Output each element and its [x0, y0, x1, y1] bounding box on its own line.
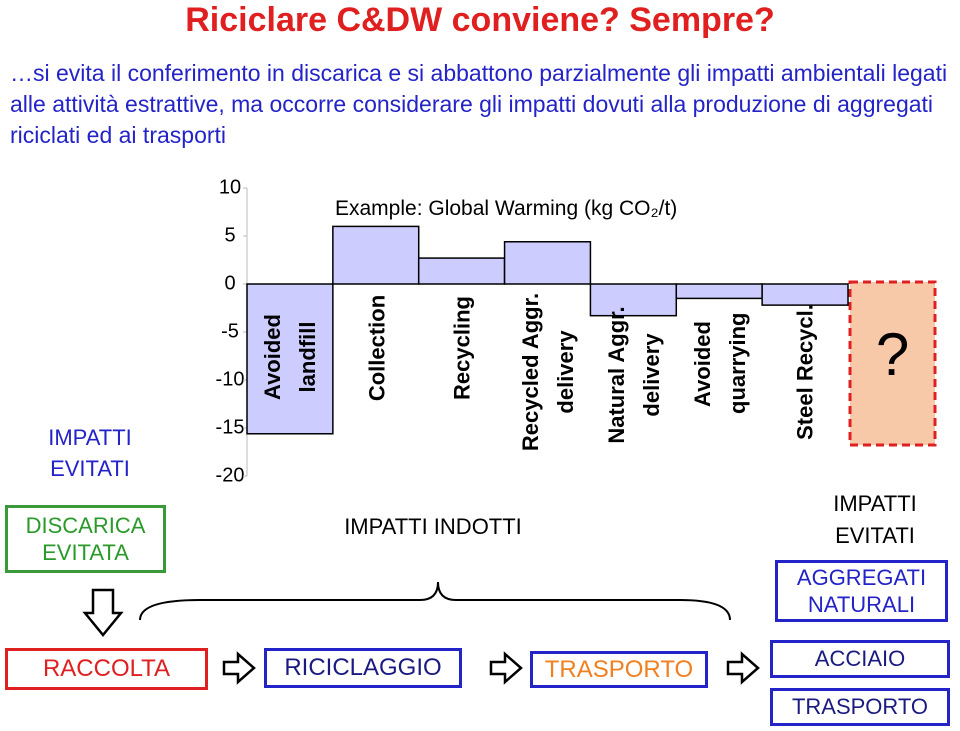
box: DISCARICA EVITATA: [5, 505, 166, 573]
bar: [417, 257, 506, 285]
y-tick-label: 0: [224, 272, 235, 294]
x-tick-label: Recycled Aggr. delivery: [517, 292, 578, 452]
y-tick-label: 5: [224, 224, 235, 246]
bar: [246, 283, 334, 435]
box: AGGREGATI NATURALI: [775, 560, 948, 622]
x-tick-label: Steel Recycl.: [792, 304, 818, 440]
bar: [332, 225, 420, 285]
process-box: RACCOLTA: [5, 648, 208, 690]
right-arrow: [726, 651, 760, 685]
chart-title: Example: Global Warming (kg CO₂/t): [335, 197, 678, 220]
brace: [139, 581, 731, 621]
bar: [589, 283, 678, 317]
y-tick-label: -15: [216, 416, 245, 438]
y-tick-label: -5: [221, 320, 239, 342]
y-tick-label: 10: [219, 176, 241, 198]
bar: [761, 283, 849, 306]
arrows: [222, 651, 760, 685]
heading: IMPATTI INDOTTI: [344, 514, 522, 539]
x-tick-label: Avoided landfill: [259, 314, 320, 400]
right-arrow: [489, 651, 523, 685]
x-tick-label: Collection: [364, 294, 390, 402]
title: Riciclare C&DW conviene? Sempre?: [185, 1, 775, 39]
bar: [675, 283, 763, 300]
process-box: TRASPORTO: [770, 688, 950, 726]
heading: IMPATTI EVITATI: [48, 425, 132, 481]
process-box: RICICLAGGIO: [264, 648, 462, 688]
subtitle: …si evita il conferimento in discarica e…: [10, 60, 948, 148]
heading: IMPATTI EVITATI: [833, 491, 917, 548]
x-tick-label: Avoided quarrying: [689, 312, 750, 414]
right-arrow: [222, 651, 256, 685]
y-tick-label: -20: [216, 464, 245, 486]
process-box: ACCIAIO: [770, 640, 950, 678]
y-tick-label: -10: [216, 368, 245, 390]
unknown-mark: ?: [875, 321, 910, 388]
down-arrow: [82, 588, 124, 637]
unknown-box: [848, 280, 937, 447]
bar: [503, 241, 592, 285]
x-tick-label: Recycling: [449, 296, 475, 400]
x-tick-label: Natural Aggr. delivery: [603, 306, 664, 444]
process-box: TRASPORTO: [530, 651, 708, 688]
